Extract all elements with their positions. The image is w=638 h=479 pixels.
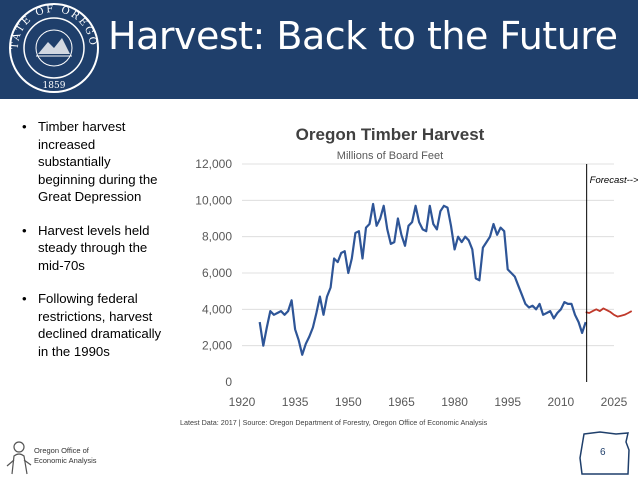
y-tick-label: 6,000 [202, 266, 232, 280]
y-axis-ticks: 0 2,000 4,000 6,000 8,000 10,000 12,000 [195, 157, 232, 389]
chart-source: Latest Data: 2017 | Source: Oregon Depar… [180, 418, 488, 427]
x-tick-label: 2010 [548, 395, 575, 409]
x-tick-label: 1920 [229, 395, 256, 409]
footer-org-name: Oregon Office of Economic Analysis [34, 446, 97, 466]
svg-text:STATE OF OREGON: STATE OF OREGON [8, 2, 98, 50]
y-tick-label: 8,000 [202, 230, 232, 244]
title-banner: STATE OF OREGON 1859 Harvest: Back to th… [0, 0, 638, 99]
page-title: Harvest: Back to the Future [108, 14, 618, 58]
series-group [258, 202, 633, 356]
y-tick-label: 12,000 [195, 157, 232, 171]
x-tick-label: 1935 [282, 395, 309, 409]
y-tick-label: 2,000 [202, 339, 232, 353]
x-tick-label: 2025 [601, 395, 628, 409]
series-line-forecast [585, 307, 633, 318]
seal-year: 1859 [43, 81, 66, 91]
footer-line-1: Oregon Office of [34, 446, 89, 455]
x-tick-label: 1950 [335, 395, 362, 409]
gridlines [242, 163, 614, 347]
chart-subtitle: Millions of Board Feet [337, 150, 443, 162]
x-tick-label: 1980 [441, 395, 468, 409]
y-tick-label: 0 [225, 375, 232, 389]
seal-top-text: STATE OF OREGON [8, 2, 96, 50]
x-tick-label: 1995 [494, 395, 521, 409]
oregon-outline-icon [579, 431, 630, 475]
oregon-state-seal-icon: STATE OF OREGON 1859 [8, 2, 99, 93]
series-line-actual [258, 202, 587, 356]
forecast-annotation: Forecast--> [590, 175, 638, 186]
x-axis-ticks: 1920 1935 1950 1965 1980 1995 2010 2025 [229, 395, 628, 409]
bullet-2: Harvest levels held steady through the m… [18, 222, 168, 275]
y-tick-label: 10,000 [195, 193, 232, 207]
chart-title: Oregon Timber Harvest [296, 125, 485, 144]
bullet-list: Timber harvest increased substantially b… [18, 118, 168, 376]
x-tick-label: 1965 [388, 395, 415, 409]
bullet-1: Timber harvest increased substantially b… [18, 118, 168, 206]
timber-harvest-chart: Oregon Timber Harvest Millions of Board … [180, 125, 638, 427]
bullet-3: Following federal restrictions, harvest … [18, 290, 168, 360]
y-tick-label: 4,000 [202, 302, 232, 316]
footer-line-2: Economic Analysis [34, 456, 97, 465]
page-number: 6 [600, 447, 606, 458]
oea-logo-icon [6, 441, 32, 475]
